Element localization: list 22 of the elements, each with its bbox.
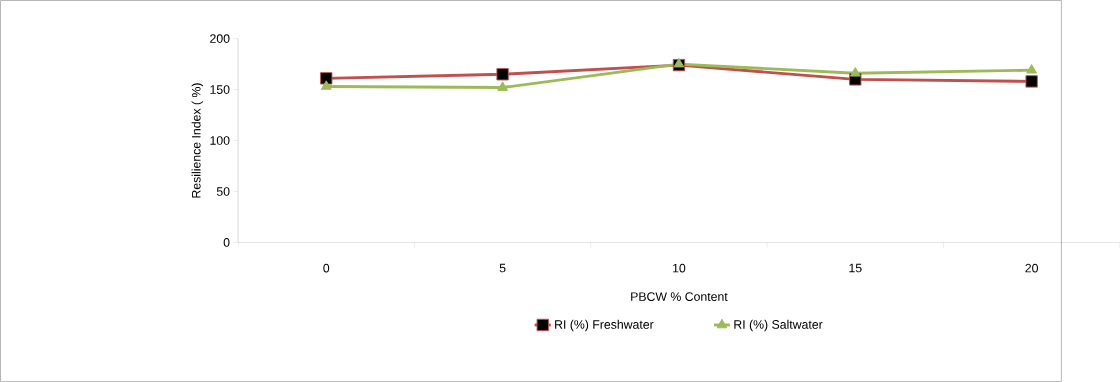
y-tick-label: 200 [210, 34, 230, 43]
y-axis-title: Resilience Index ( %) [191, 83, 204, 198]
y-tick-label: 50 [216, 187, 230, 196]
x-tick-label: 5 [499, 263, 506, 273]
y-tick-label: 150 [210, 85, 230, 94]
legend-label: RI (%) Saltwater [734, 319, 823, 332]
legend-label: RI (%) Freshwater [555, 319, 654, 332]
point [1026, 64, 1038, 74]
point [1025, 75, 1038, 88]
point [320, 80, 332, 90]
point [497, 81, 508, 91]
point [496, 68, 509, 81]
x-tick-label: 15 [849, 263, 862, 273]
point [849, 67, 861, 77]
x-tick-label: 20 [1025, 263, 1038, 273]
y-tick-label: 0 [223, 238, 230, 247]
x-tick-label: 10 [673, 263, 686, 273]
x-axis-title: PBCW % Content [631, 292, 728, 301]
y-tick-label: 100 [210, 136, 230, 145]
x-tick-label: 0 [323, 263, 330, 273]
point [320, 72, 333, 85]
point [673, 57, 685, 68]
